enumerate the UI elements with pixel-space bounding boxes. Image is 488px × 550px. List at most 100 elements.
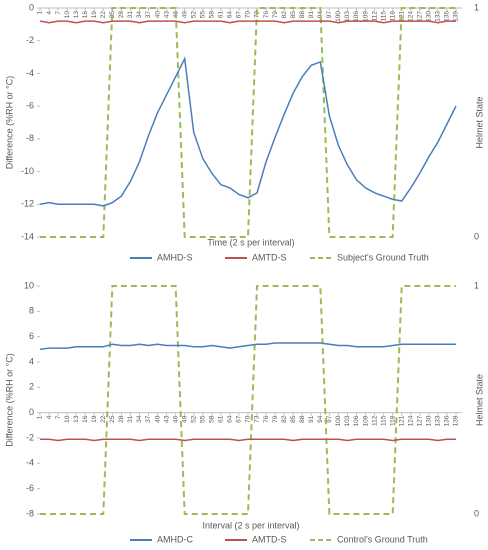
- x-tick-label: 133: [435, 11, 442, 22]
- x-tick-label: 67: [236, 415, 243, 423]
- x-tick-label: 109: [362, 415, 369, 426]
- x-tick-label: 91: [308, 11, 315, 19]
- y2-tick-label: 1: [474, 2, 479, 12]
- y-tick-label: -8: [26, 508, 34, 518]
- x-tick-label: 46: [172, 415, 179, 423]
- series-line: [40, 438, 456, 442]
- x-tick-label: 61: [218, 415, 225, 423]
- y-tick-label: -4: [26, 458, 34, 468]
- x-tick-label: 4: [46, 415, 53, 419]
- x-tick-label: 136: [444, 415, 451, 426]
- x-tick-label: 1: [37, 415, 44, 419]
- x-tick-label: 73: [254, 415, 261, 423]
- x-tick-label: 88: [299, 415, 306, 423]
- x-tick-label: 97: [326, 415, 333, 423]
- legend-label: AMHD-S: [157, 252, 193, 262]
- x-tick-label: 82: [281, 415, 288, 423]
- x-tick-label: 64: [227, 415, 234, 423]
- x-tick-label: 61: [218, 11, 225, 19]
- x-tick-label: 19: [91, 415, 98, 423]
- y2-axis-title: Helmet State: [474, 96, 484, 148]
- x-tick-label: 130: [426, 415, 433, 426]
- legend-label: AMTD-S: [252, 534, 287, 544]
- series-line: [40, 285, 456, 515]
- x-tick-label: 1: [37, 11, 44, 15]
- y-tick-label: -4: [26, 68, 34, 78]
- legend-label: Control's Ground Truth: [337, 534, 428, 544]
- x-tick-label: 97: [326, 11, 333, 19]
- x-axis-title: Time (2 s per interval): [207, 237, 294, 247]
- x-tick-label: 49: [181, 11, 188, 19]
- x-tick-label: 70: [245, 11, 252, 19]
- y-tick-label: 0: [29, 2, 34, 12]
- y2-tick-label: 0: [474, 231, 479, 241]
- y2-tick-label: 1: [474, 280, 479, 290]
- x-tick-label: 106: [353, 415, 360, 426]
- x-tick-label: 4: [46, 11, 53, 15]
- x-tick-label: 133: [435, 415, 442, 426]
- x-tick-label: 43: [163, 415, 170, 423]
- x-tick-label: 91: [308, 415, 315, 423]
- x-tick-label: 103: [344, 415, 351, 426]
- x-tick-label: 139: [453, 415, 460, 426]
- x-tick-label: 88: [299, 11, 306, 19]
- x-tick-label: 118: [389, 11, 396, 22]
- y-tick-label: 2: [29, 382, 34, 392]
- series-line: [40, 7, 456, 238]
- y-tick-label: -2: [26, 432, 34, 442]
- x-tick-label: 13: [73, 11, 80, 19]
- x-tick-label: 7: [55, 415, 62, 419]
- series-line: [39, 56, 457, 207]
- x-tick-label: 10: [64, 11, 71, 19]
- x-tick-label: 19: [91, 11, 98, 19]
- x-tick-label: 13: [73, 415, 80, 423]
- x-tick-label: 121: [398, 415, 405, 426]
- legend-label: AMHD-C: [157, 534, 193, 544]
- x-axis-title: Interval (2 s per interval): [202, 520, 299, 530]
- x-tick-label: 52: [190, 11, 197, 19]
- y-tick-label: -14: [21, 231, 34, 241]
- x-tick-label: 79: [272, 11, 279, 19]
- x-tick-label: 28: [118, 415, 125, 423]
- series-line: [39, 342, 456, 351]
- x-tick-label: 34: [136, 11, 143, 19]
- x-tick-label: 109: [362, 11, 369, 22]
- x-tick-label: 112: [371, 415, 378, 426]
- y-tick-label: 0: [29, 407, 34, 417]
- x-tick-label: 31: [127, 415, 134, 423]
- y-tick-label: -12: [21, 199, 34, 209]
- x-tick-label: 55: [199, 11, 206, 19]
- legend-label: Subject's Ground Truth: [337, 252, 429, 262]
- x-tick-label: 52: [190, 415, 197, 423]
- x-tick-label: 106: [353, 11, 360, 22]
- x-tick-label: 40: [154, 415, 161, 423]
- x-tick-label: 112: [371, 11, 378, 22]
- x-tick-label: 130: [426, 11, 433, 22]
- y-tick-label: 4: [29, 356, 34, 366]
- x-tick-label: 25: [109, 11, 116, 19]
- x-tick-label: 25: [109, 415, 116, 423]
- x-tick-label: 127: [417, 415, 424, 426]
- x-tick-label: 40: [154, 11, 161, 19]
- x-tick-label: 100: [335, 11, 342, 22]
- x-tick-label: 43: [163, 11, 170, 19]
- series-line: [39, 20, 456, 24]
- x-tick-label: 82: [281, 11, 288, 19]
- y-axis-title: Difference (%RH or °C): [4, 76, 14, 169]
- x-tick-label: 100: [335, 415, 342, 426]
- x-tick-label: 67: [236, 11, 243, 19]
- x-tick-label: 115: [380, 11, 387, 22]
- y-tick-label: -10: [21, 166, 34, 176]
- x-tick-label: 85: [290, 11, 297, 19]
- x-tick-label: 85: [290, 415, 297, 423]
- x-tick-label: 55: [199, 415, 206, 423]
- x-tick-label: 136: [444, 11, 451, 22]
- x-tick-label: 124: [407, 415, 414, 426]
- x-tick-label: 49: [181, 415, 188, 423]
- y-axis-title: Difference (%RH or °C): [4, 353, 14, 446]
- y-tick-label: 8: [29, 306, 34, 316]
- x-tick-label: 7: [55, 11, 62, 15]
- y2-tick-label: 0: [474, 508, 479, 518]
- x-tick-label: 70: [245, 415, 252, 423]
- x-tick-label: 37: [145, 11, 152, 19]
